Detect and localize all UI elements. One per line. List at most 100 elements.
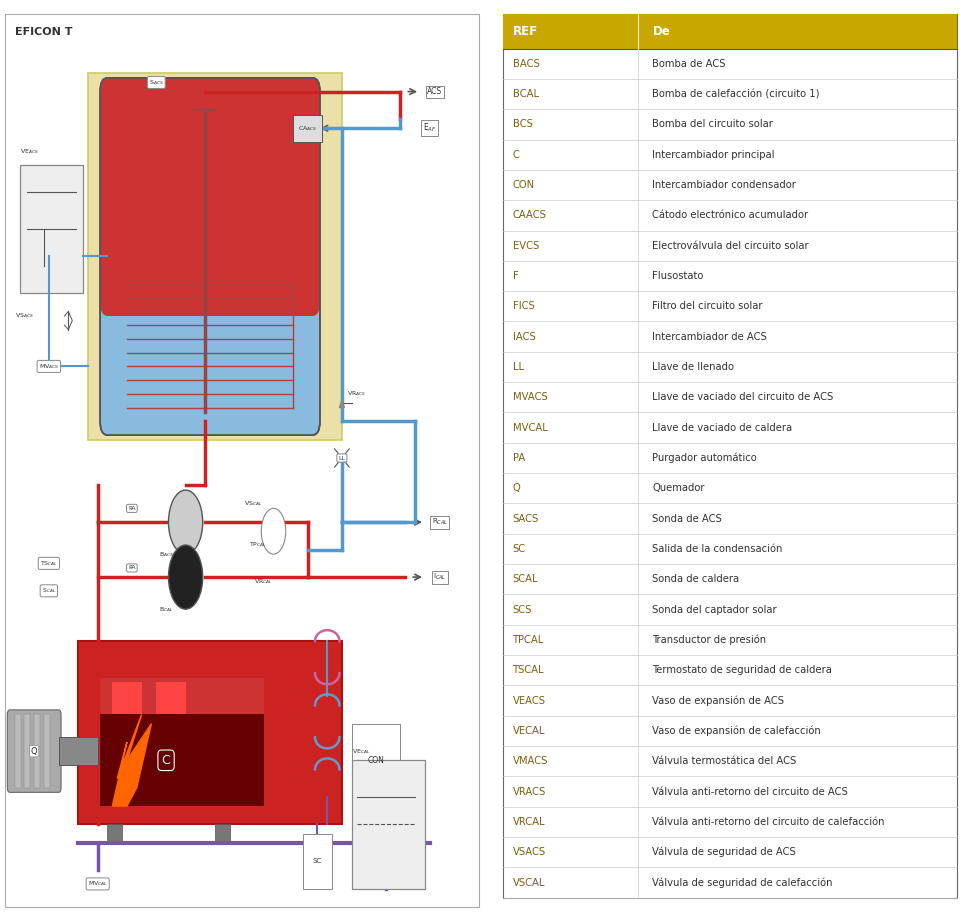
- Text: Flusostato: Flusostato: [653, 271, 704, 281]
- FancyBboxPatch shape: [100, 78, 319, 316]
- Text: MVACS: MVACS: [513, 392, 548, 402]
- Text: S$_{CAL}$: S$_{CAL}$: [42, 586, 56, 595]
- Text: CON: CON: [513, 180, 535, 190]
- Circle shape: [169, 490, 203, 554]
- Bar: [303, 834, 332, 889]
- Text: Bomba de calefacción (circuito 1): Bomba de calefacción (circuito 1): [653, 89, 820, 99]
- Text: VE$_{CAL}$: VE$_{CAL}$: [352, 747, 370, 756]
- Text: PA: PA: [128, 565, 136, 571]
- Bar: [352, 724, 400, 797]
- Text: Válvula de seguridad de ACS: Válvula de seguridad de ACS: [653, 847, 796, 857]
- Text: VR$_{ACS}$: VR$_{ACS}$: [347, 389, 366, 398]
- Text: Bomba del circuito solar: Bomba del circuito solar: [653, 119, 773, 129]
- Text: Salida de la condensación: Salida de la condensación: [653, 544, 783, 554]
- Text: Válvula anti-retorno del circuito de ACS: Válvula anti-retorno del circuito de ACS: [653, 787, 849, 797]
- Text: Quemador: Quemador: [653, 484, 705, 494]
- Text: Válvula termostática del ACS: Válvula termostática del ACS: [653, 757, 797, 766]
- Text: F: F: [513, 271, 519, 281]
- Bar: [78, 641, 342, 824]
- Text: TP$_{CAL}$: TP$_{CAL}$: [250, 540, 267, 550]
- Text: Intercambiador principal: Intercambiador principal: [653, 149, 775, 159]
- Text: BACS: BACS: [513, 59, 539, 69]
- Text: EFICON T: EFICON T: [15, 27, 72, 38]
- Bar: [98, 678, 264, 806]
- Bar: [113, 682, 142, 714]
- Text: De: De: [653, 25, 670, 38]
- Text: IACS: IACS: [513, 332, 535, 342]
- Text: VRCAL: VRCAL: [513, 817, 545, 827]
- Text: Cátodo electrónico acumulador: Cátodo electrónico acumulador: [653, 211, 809, 221]
- Text: Intercambiador condensador: Intercambiador condensador: [653, 180, 796, 190]
- Text: Electroválvula del circuito solar: Electroválvula del circuito solar: [653, 241, 809, 251]
- Text: Sonda de ACS: Sonda de ACS: [653, 514, 722, 524]
- Bar: [24, 714, 30, 788]
- Text: PA: PA: [128, 506, 136, 511]
- Text: BCS: BCS: [513, 119, 532, 129]
- Text: Sonda del captador solar: Sonda del captador solar: [653, 605, 777, 615]
- Text: ACS: ACS: [427, 87, 442, 96]
- Bar: [19, 165, 84, 293]
- Text: VS$_{ACS}$: VS$_{ACS}$: [15, 311, 34, 321]
- Text: E$_{AF}$: E$_{AF}$: [423, 122, 437, 135]
- Text: PA: PA: [513, 453, 524, 463]
- Text: VMACS: VMACS: [513, 757, 548, 766]
- Text: Purgador automático: Purgador automático: [653, 453, 757, 463]
- Bar: [98, 678, 264, 714]
- FancyBboxPatch shape: [8, 710, 61, 792]
- Text: SCAL: SCAL: [513, 574, 538, 584]
- Text: VSCAL: VSCAL: [513, 878, 545, 888]
- Text: R$_{CAL}$: R$_{CAL}$: [431, 517, 448, 528]
- Text: BCAL: BCAL: [513, 89, 539, 99]
- Text: Válvula anti-retorno del circuito de calefacción: Válvula anti-retorno del circuito de cal…: [653, 817, 885, 827]
- Text: EVCS: EVCS: [513, 241, 539, 251]
- Text: TSCAL: TSCAL: [513, 665, 544, 675]
- Text: VSACS: VSACS: [513, 847, 546, 857]
- Text: TPCAL: TPCAL: [513, 635, 544, 645]
- Text: B$_{CAL}$: B$_{CAL}$: [159, 605, 174, 614]
- Text: CON: CON: [368, 756, 385, 765]
- Text: Válvula de seguridad de calefacción: Válvula de seguridad de calefacción: [653, 878, 833, 888]
- Text: VEACS: VEACS: [513, 695, 546, 705]
- Text: Filtro del circuito solar: Filtro del circuito solar: [653, 301, 763, 311]
- Text: VRACS: VRACS: [513, 787, 546, 797]
- Text: VS$_{CAL}$: VS$_{CAL}$: [245, 499, 263, 508]
- Bar: [215, 824, 229, 843]
- Text: Llave de llenado: Llave de llenado: [653, 362, 734, 372]
- Bar: [88, 73, 342, 440]
- Text: VR$_{CAL}$: VR$_{CAL}$: [254, 577, 273, 586]
- Bar: [34, 714, 40, 788]
- Text: TS$_{CAL}$: TS$_{CAL}$: [40, 559, 58, 568]
- Text: VE$_{ACS}$: VE$_{ACS}$: [19, 147, 39, 156]
- Text: LL: LL: [338, 455, 346, 461]
- Text: SACS: SACS: [513, 514, 539, 524]
- Text: LL: LL: [513, 362, 523, 372]
- Text: MV$_{ACS}$: MV$_{ACS}$: [39, 362, 59, 371]
- Text: Termostato de seguridad de caldera: Termostato de seguridad de caldera: [653, 665, 832, 675]
- Text: Transductor de presión: Transductor de presión: [653, 635, 767, 645]
- FancyBboxPatch shape: [100, 78, 319, 435]
- Bar: [156, 682, 185, 714]
- Bar: [293, 114, 322, 142]
- Text: C: C: [162, 754, 171, 767]
- Text: CA$_{ACS}$: CA$_{ACS}$: [298, 124, 318, 133]
- Text: MVCAL: MVCAL: [513, 422, 548, 432]
- Text: Intercambiador de ACS: Intercambiador de ACS: [653, 332, 767, 342]
- Text: B$_{ACS}$: B$_{ACS}$: [158, 550, 174, 559]
- Text: FICS: FICS: [513, 301, 534, 311]
- Text: Q: Q: [513, 484, 520, 494]
- Text: Llave de vaciado del circuito de ACS: Llave de vaciado del circuito de ACS: [653, 392, 834, 402]
- Text: SC: SC: [313, 858, 322, 864]
- Text: Vaso de expansión de calefacción: Vaso de expansión de calefacción: [653, 725, 821, 736]
- Text: CAACS: CAACS: [513, 211, 547, 221]
- Text: Bomba de ACS: Bomba de ACS: [653, 59, 726, 69]
- Text: Vaso de expansión de ACS: Vaso de expansión de ACS: [653, 695, 785, 706]
- Circle shape: [169, 545, 203, 609]
- Bar: [352, 760, 425, 889]
- Bar: [44, 714, 50, 788]
- Bar: [15, 714, 20, 788]
- Text: SC: SC: [513, 544, 525, 554]
- Text: Llave de vaciado de caldera: Llave de vaciado de caldera: [653, 422, 792, 432]
- Polygon shape: [340, 400, 345, 408]
- Bar: [108, 824, 122, 843]
- Text: SCS: SCS: [513, 605, 532, 615]
